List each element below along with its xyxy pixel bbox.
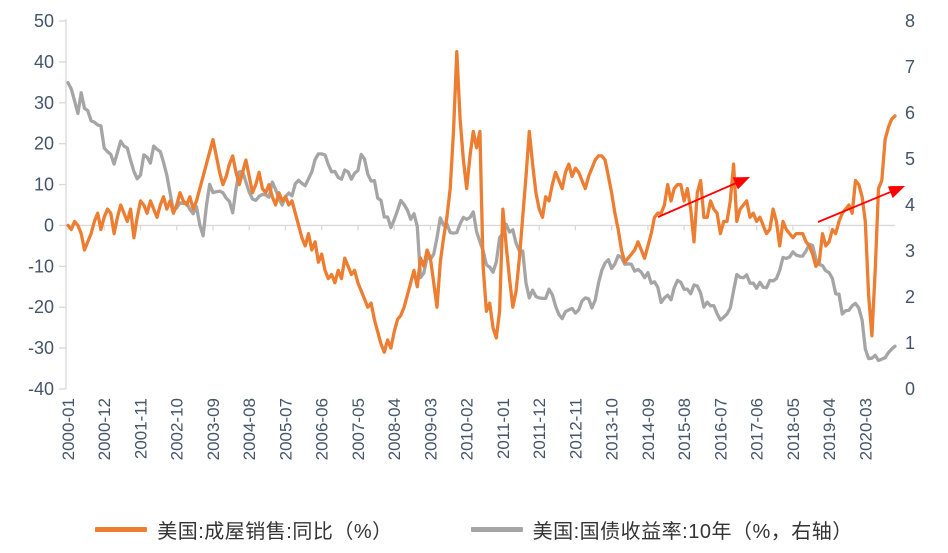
right-axis-tick-label: 5 — [905, 149, 915, 169]
left-axis-tick-label: 40 — [34, 52, 54, 72]
left-axis-tick-label: 20 — [34, 134, 54, 154]
x-axis-tick-label: 2008-04 — [385, 398, 404, 460]
left-axis-tick-label: 10 — [34, 175, 54, 195]
x-axis-tick-label: 2000-01 — [59, 398, 78, 460]
left-axis-tick-label: -40 — [28, 379, 54, 399]
x-axis-tick-label: 2011-01 — [494, 398, 513, 459]
legend-swatch-home-sales — [95, 526, 148, 532]
right-axis-tick-label: 4 — [905, 195, 915, 215]
x-axis-tick-label: 2001-11 — [132, 398, 151, 459]
annotation-arrow-head-2 — [887, 186, 905, 199]
annotation-arrow-shaft-1 — [657, 180, 740, 218]
legend-item-treasury-yield: 美国:国债收益率:10年（%，右轴） — [470, 515, 853, 544]
left-axis-tick-label: -10 — [28, 256, 54, 276]
left-axis-tick-label: 0 — [44, 215, 54, 235]
x-axis-tick-label: 2020-03 — [856, 398, 875, 460]
x-axis-tick-label: 2006-06 — [313, 398, 332, 460]
left-axis-tick-label: -30 — [28, 338, 54, 358]
x-axis-tick-label: 2019-04 — [820, 398, 839, 460]
x-axis-tick-label: 2007-05 — [349, 398, 368, 460]
right-axis-tick-label: 8 — [905, 11, 915, 31]
x-axis-tick-label: 2002-10 — [168, 398, 187, 460]
x-axis-tick-label: 2003-09 — [204, 398, 223, 460]
left-axis-tick-label: 30 — [34, 93, 54, 113]
left-axis-tick-label: -20 — [28, 297, 54, 317]
right-axis-tick-label: 7 — [905, 57, 915, 77]
x-axis-tick-label: 2009-03 — [421, 398, 440, 460]
x-axis-tick-label: 2016-07 — [711, 398, 730, 460]
legend-label-home-sales: 美国:成屋销售:同比（%） — [157, 520, 393, 543]
right-axis-tick-label: 2 — [905, 287, 915, 307]
annotation-arrow-shaft-2 — [817, 189, 895, 223]
x-axis-tick-label: 2015-08 — [675, 398, 694, 460]
right-axis-tick-label: 0 — [905, 379, 915, 399]
x-axis-tick-label: 2004-08 — [240, 398, 259, 460]
x-axis-tick-label: 2010-02 — [458, 398, 477, 460]
x-axis-tick-label: 2014-09 — [639, 398, 658, 460]
annotation-arrow-head-1 — [732, 177, 750, 190]
legend-item-home-sales: 美国:成屋销售:同比（%） — [95, 515, 392, 544]
x-axis-tick-label: 2018-05 — [784, 398, 803, 460]
right-axis-tick-label: 1 — [905, 333, 915, 353]
x-axis-tick-label: 2000-12 — [95, 398, 114, 460]
legend-label-treasury-yield: 美国:国债收益率:10年（%，右轴） — [532, 520, 853, 543]
x-axis-tick-label: 2013-10 — [603, 398, 622, 460]
x-axis-tick-label: 2011-12 — [530, 398, 549, 459]
x-axis-tick-label: 2017-06 — [748, 398, 767, 460]
legend: 美国:成屋销售:同比（%） 美国:国债收益率:10年（%，右轴） — [0, 511, 948, 547]
right-axis-tick-label: 3 — [905, 241, 915, 261]
right-axis-tick-label: 6 — [905, 103, 915, 123]
x-axis-tick-label: 2005-07 — [277, 398, 296, 460]
left-axis-tick-label: 50 — [34, 11, 54, 31]
legend-swatch-treasury-yield — [470, 526, 523, 532]
series-line-home-sales — [66, 50, 897, 354]
x-axis-tick-label: 2012-11 — [566, 398, 585, 459]
